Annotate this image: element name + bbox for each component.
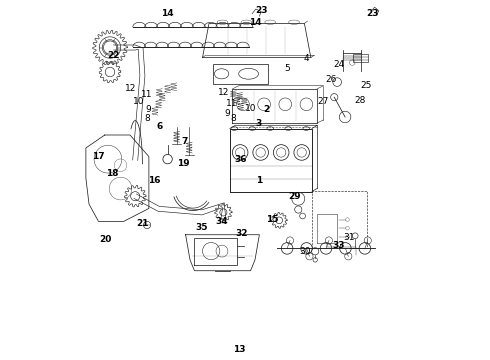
Bar bbox=[213, 64, 269, 84]
Text: 12: 12 bbox=[125, 84, 136, 93]
Text: 11: 11 bbox=[141, 90, 153, 99]
Text: 8: 8 bbox=[231, 114, 236, 123]
Text: 9: 9 bbox=[224, 109, 230, 118]
Text: 23: 23 bbox=[367, 9, 379, 18]
Text: 17: 17 bbox=[92, 152, 104, 161]
Text: 28: 28 bbox=[354, 96, 366, 105]
Text: 7: 7 bbox=[181, 137, 188, 146]
Text: 33: 33 bbox=[332, 241, 345, 250]
Text: 18: 18 bbox=[105, 169, 118, 178]
Text: 10: 10 bbox=[245, 104, 256, 113]
Text: 30: 30 bbox=[300, 247, 311, 256]
Text: 34: 34 bbox=[215, 217, 228, 226]
Text: 14: 14 bbox=[161, 9, 174, 18]
Text: 10: 10 bbox=[133, 97, 144, 106]
Text: 9: 9 bbox=[146, 105, 151, 114]
Text: 29: 29 bbox=[289, 192, 301, 201]
Text: 23: 23 bbox=[256, 6, 268, 15]
Text: 8: 8 bbox=[144, 114, 150, 122]
Text: 26: 26 bbox=[326, 76, 337, 85]
Text: 6: 6 bbox=[156, 122, 163, 131]
Text: 14: 14 bbox=[249, 18, 262, 27]
Text: 13: 13 bbox=[233, 346, 246, 354]
Text: 25: 25 bbox=[360, 81, 371, 90]
Text: 35: 35 bbox=[196, 223, 208, 232]
Text: 15: 15 bbox=[266, 215, 278, 224]
Text: 2: 2 bbox=[264, 105, 270, 114]
Text: 11: 11 bbox=[225, 99, 237, 108]
Text: 31: 31 bbox=[343, 233, 355, 242]
Text: 24: 24 bbox=[334, 60, 345, 69]
Text: 20: 20 bbox=[99, 235, 112, 244]
Text: 4: 4 bbox=[303, 54, 309, 63]
Text: 5: 5 bbox=[285, 64, 291, 73]
Text: 22: 22 bbox=[107, 51, 120, 60]
Text: 16: 16 bbox=[148, 176, 161, 185]
Text: 36: 36 bbox=[234, 155, 247, 163]
Text: 3: 3 bbox=[255, 119, 262, 128]
Text: 27: 27 bbox=[318, 97, 329, 106]
Text: 21: 21 bbox=[136, 220, 148, 229]
Text: 12: 12 bbox=[218, 89, 229, 98]
Text: 32: 32 bbox=[235, 229, 247, 238]
Bar bbox=[312, 191, 368, 248]
Text: 1: 1 bbox=[256, 176, 262, 185]
Bar bbox=[353, 54, 368, 62]
Text: 19: 19 bbox=[177, 159, 190, 168]
